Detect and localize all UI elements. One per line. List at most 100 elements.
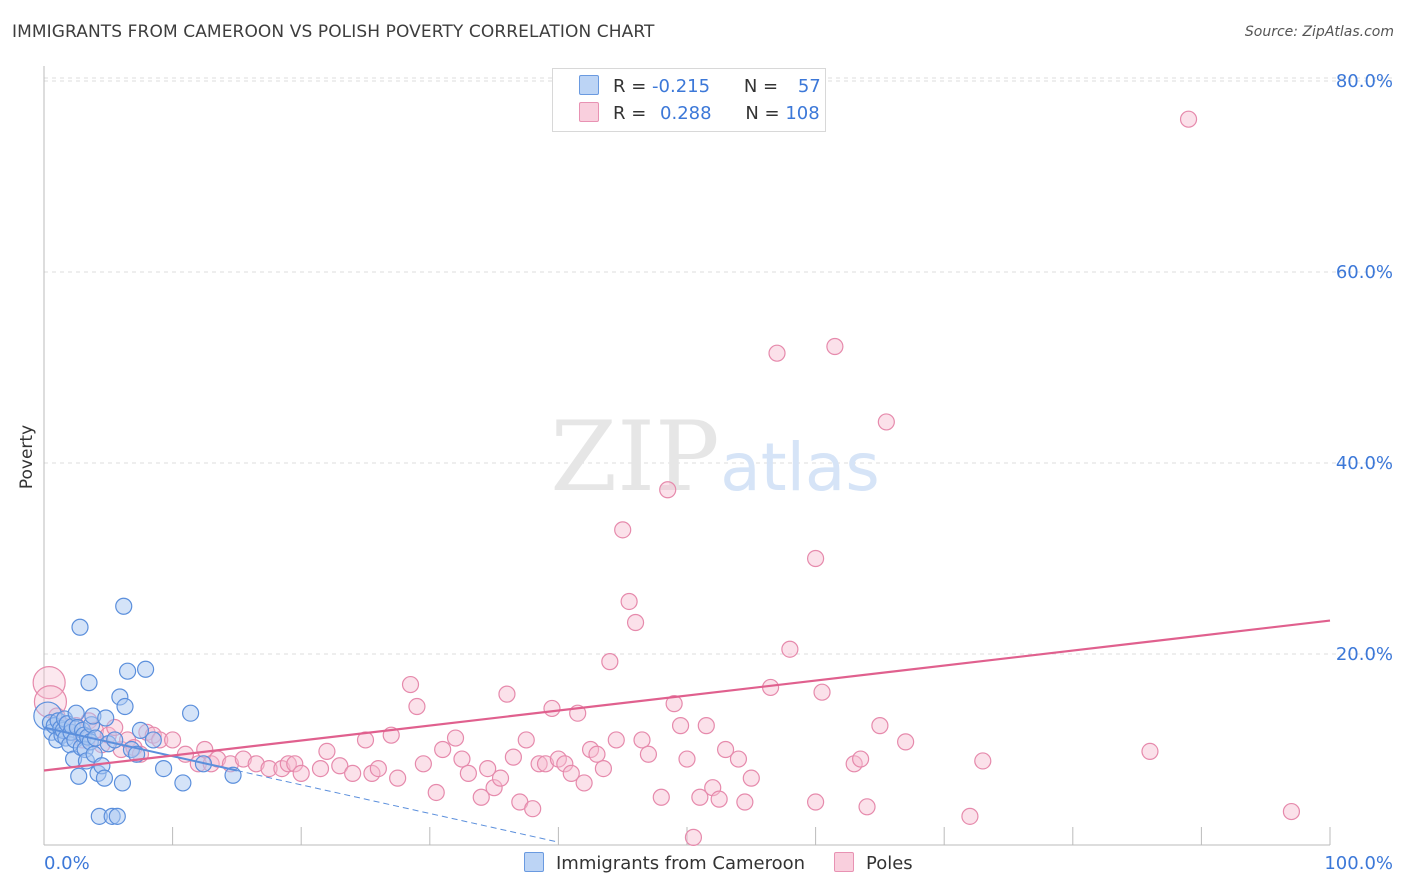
point-cameroon (182, 704, 200, 722)
point-poles (639, 745, 658, 763)
point-poles (164, 731, 182, 749)
point-poles (401, 675, 420, 694)
point-poles (806, 549, 825, 568)
point-poles (498, 685, 516, 703)
tick-labels: 20.0% 40.0% 60.0% 80.0% 0.0% 100.0% (44, 71, 1393, 874)
point-poles (389, 769, 407, 787)
watermark: ZIP atlas (550, 401, 879, 513)
point-poles (543, 699, 561, 718)
legend-row-cameroon: R = -0.215 N = 57 (579, 75, 821, 99)
point-cameroon (71, 618, 89, 636)
point-poles (344, 764, 362, 782)
y-tick-label: 40.0% (1336, 453, 1393, 474)
point-cameroon (80, 674, 98, 692)
point-poles (491, 769, 510, 787)
point-poles (459, 764, 477, 782)
trend-cameroon-dashed (236, 770, 559, 843)
point-poles (234, 750, 252, 768)
legend-r-value: -0.215 (652, 76, 711, 97)
trend-cameroon-solid (43, 726, 238, 772)
point-poles (562, 764, 580, 782)
chart-title: IMMIGRANTS FROM CAMEROON VS POLISH POVER… (12, 22, 655, 42)
point-poles (594, 759, 613, 778)
point-poles (32, 666, 66, 700)
y-tick-label: 80.0% (1336, 71, 1393, 92)
bottom-legend-swatch-blue (524, 852, 544, 872)
point-poles (286, 755, 304, 773)
point-poles (479, 759, 497, 778)
point-poles (292, 764, 310, 782)
point-poles (601, 653, 619, 671)
point-poles (556, 755, 574, 773)
series-poles (32, 110, 1301, 846)
legend-row-poles: R = 0.288 N = 108 (579, 102, 820, 126)
point-poles (607, 731, 625, 749)
point-poles (691, 788, 709, 806)
grid-lines (44, 77, 1392, 655)
point-poles (311, 759, 330, 778)
point-poles (1179, 110, 1198, 128)
legend-n-value: 108 (785, 103, 820, 124)
bottom-legend-swatch-pink (834, 852, 854, 872)
point-poles (1141, 742, 1159, 761)
point-poles (871, 717, 889, 735)
point-poles (652, 788, 670, 806)
point-poles (678, 750, 696, 768)
point-cameroon (95, 769, 114, 787)
point-poles (331, 757, 349, 775)
legend-n-label: N = (743, 76, 779, 97)
legend-n-value: 57 (797, 76, 821, 97)
point-poles (575, 774, 593, 792)
point-cameroon (108, 807, 126, 825)
point-cameroon (97, 709, 115, 727)
point-poles (716, 740, 735, 759)
point-cameroon (131, 721, 150, 740)
point-poles (279, 755, 297, 773)
point-poles (736, 793, 754, 811)
point-cameroon (136, 660, 155, 678)
trend-lines (43, 619, 1331, 843)
bottom-legend-poles: Poles (834, 852, 913, 874)
point-poles (852, 750, 870, 768)
point-cameroon (224, 766, 242, 784)
point-cameroon (174, 774, 192, 792)
point-cameroon (154, 759, 173, 778)
point-poles (517, 731, 535, 749)
source-label: Source: ZipAtlas.com (1244, 24, 1394, 40)
legend-swatch-pink (579, 102, 599, 122)
point-poles (974, 752, 992, 770)
point-cameroon (144, 731, 162, 749)
point-poles (446, 729, 465, 747)
point-poles (633, 731, 651, 749)
point-cameroon (70, 767, 88, 785)
legend-n-label: N = (745, 103, 780, 124)
point-poles (530, 755, 548, 773)
bottom-legend-label: Poles (866, 853, 913, 874)
point-poles (742, 769, 760, 787)
trend-poles (43, 619, 1331, 772)
watermark-zip: ZIP (550, 401, 719, 513)
point-poles (806, 793, 825, 811)
point-poles (897, 733, 915, 751)
y-axis-label: Poverty (17, 424, 37, 490)
point-poles (620, 592, 638, 611)
point-poles (318, 742, 336, 761)
point-poles (659, 481, 677, 499)
point-poles (768, 344, 786, 362)
point-poles (961, 807, 979, 825)
point-poles (710, 790, 728, 808)
point-poles (1282, 802, 1301, 821)
point-poles (247, 755, 265, 773)
point-poles (260, 759, 278, 778)
point-poles (408, 697, 426, 716)
point-poles (697, 717, 715, 735)
point-poles (485, 779, 503, 797)
point-cameroon (115, 597, 133, 615)
point-poles (671, 717, 690, 735)
x-tick-label-min: 0.0% (44, 853, 90, 874)
legend-r-value: 0.288 (660, 103, 712, 124)
legend-swatch-blue (579, 75, 599, 95)
point-cameroon (67, 704, 85, 722)
point-poles (427, 783, 445, 802)
